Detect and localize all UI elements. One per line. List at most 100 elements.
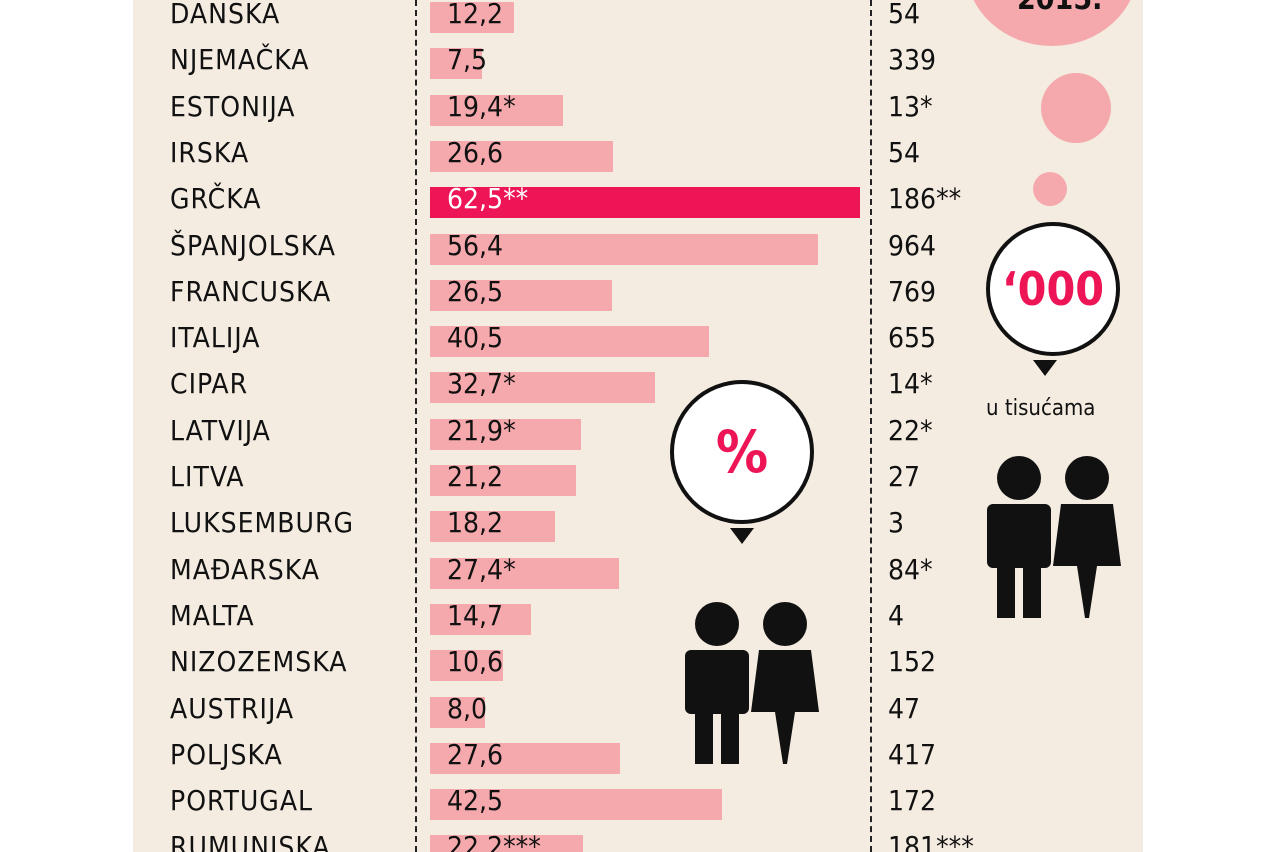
bar bbox=[430, 835, 583, 852]
table-row: PORTUGAL 42,5 172 bbox=[133, 782, 1143, 828]
percent-bubble: % bbox=[670, 380, 814, 524]
country-label: POLJSKA bbox=[170, 737, 283, 771]
value-label: 18,2 bbox=[447, 506, 504, 540]
bar bbox=[430, 233, 819, 265]
thousands-label: 152 bbox=[888, 645, 937, 679]
value-label: 56,4 bbox=[447, 228, 504, 262]
table-row: NJEMAČKA 7,5 339 bbox=[133, 41, 1143, 87]
country-label: LITVA bbox=[170, 460, 245, 493]
bar bbox=[430, 742, 620, 774]
bar bbox=[430, 603, 532, 635]
country-label: DANSKA bbox=[170, 0, 281, 30]
thousands-label: 47 bbox=[888, 691, 921, 725]
thousands-label: 22* bbox=[888, 413, 933, 447]
thousands-label: 655 bbox=[888, 321, 937, 355]
bar bbox=[430, 326, 709, 358]
thousands-label: 186** bbox=[888, 182, 962, 216]
country-label: PORTUGAL bbox=[170, 784, 314, 818]
table-row: IRSKA 26,6 54 bbox=[133, 134, 1143, 180]
divider-left bbox=[415, 0, 417, 852]
thousands-label: 3 bbox=[888, 506, 905, 540]
value-label: 27,6 bbox=[447, 737, 504, 771]
value-label: 42,5 bbox=[447, 784, 504, 818]
bar bbox=[430, 789, 723, 821]
value-label: 21,9* bbox=[447, 413, 516, 447]
thousands-label: 27 bbox=[888, 460, 921, 493]
chart-panel: DANSKA 12,2 54 NJEMAČKA 7,5 339 ESTONIJA 1… bbox=[133, 0, 1143, 852]
thousands-label: 339 bbox=[888, 43, 937, 77]
thousands-label: 13* bbox=[888, 89, 933, 123]
country-label: NJEMAČKA bbox=[170, 43, 310, 77]
country-label: FRANCUSKA bbox=[170, 274, 332, 308]
table-row: LATVIJA 21,9* 22* bbox=[133, 412, 1143, 458]
country-label: MAĐARSKA bbox=[170, 552, 320, 586]
value-label: 22,2*** bbox=[447, 830, 541, 852]
country-label: ŠPANJOLSKA bbox=[170, 228, 336, 262]
bubble-circle-medium bbox=[1041, 73, 1111, 143]
country-label: ITALIJA bbox=[170, 321, 261, 355]
bar bbox=[430, 279, 613, 311]
thousands-symbol: ‘000 bbox=[1001, 262, 1105, 316]
percent-symbol: % bbox=[715, 418, 769, 486]
table-row: NIZOZEMSKA 10,6 152 bbox=[133, 643, 1143, 689]
thousands-bubble-tail bbox=[1033, 360, 1057, 376]
table-row: ŠPANJOLSKA 56,4 964 bbox=[133, 227, 1143, 273]
value-label: 26,5 bbox=[447, 274, 504, 308]
value-label: 21,2 bbox=[447, 460, 504, 493]
thousands-label: 84* bbox=[888, 552, 933, 586]
thousands-bubble: ‘000 bbox=[986, 222, 1120, 356]
bar bbox=[430, 650, 503, 682]
value-label: 10,6 bbox=[447, 645, 504, 679]
bar bbox=[430, 48, 482, 80]
country-label: ESTONIJA bbox=[170, 89, 296, 123]
table-row: ESTONIJA 19,4* 13* bbox=[133, 88, 1143, 134]
bar bbox=[430, 94, 564, 126]
value-label: 12,2 bbox=[447, 0, 504, 30]
bar bbox=[430, 187, 860, 219]
bar bbox=[430, 557, 619, 589]
country-label: AUSTRIJA bbox=[170, 691, 295, 725]
bar bbox=[430, 511, 556, 543]
bar bbox=[430, 465, 576, 496]
thousands-label: 769 bbox=[888, 274, 937, 308]
divider-right bbox=[870, 0, 872, 852]
year-label: 2015. bbox=[1017, 0, 1102, 17]
country-label: LATVIJA bbox=[170, 413, 271, 447]
table-row: ITALIJA 40,5 655 bbox=[133, 319, 1143, 365]
value-label: 8,0 bbox=[447, 691, 488, 725]
bubble-circle-small bbox=[1033, 172, 1067, 206]
country-label: GRČKA bbox=[170, 182, 262, 216]
thousands-label: 54 bbox=[888, 0, 921, 30]
table-row: GRČKA 62,5** 186** bbox=[133, 180, 1143, 226]
value-label: 32,7* bbox=[447, 367, 516, 401]
value-label: 26,6 bbox=[447, 135, 504, 169]
country-label: LUKSEMBURG bbox=[170, 506, 354, 540]
table-row: RUMUNJSKA 22,2*** 181*** bbox=[133, 828, 1143, 852]
table-row: DANSKA 12,2 54 bbox=[133, 0, 1143, 41]
country-label: IRSKA bbox=[170, 135, 250, 169]
bar bbox=[430, 140, 613, 172]
country-label: MALTA bbox=[170, 598, 255, 632]
thousands-label: 172 bbox=[888, 784, 937, 818]
table-row: MALTA 14,7 4 bbox=[133, 597, 1143, 643]
country-label: RUMUNJSKA bbox=[170, 830, 331, 852]
value-label: 27,4* bbox=[447, 552, 516, 586]
value-label: 19,4* bbox=[447, 89, 516, 123]
value-label: 40,5 bbox=[447, 321, 504, 355]
table-row: CIPAR 32,7* 14* bbox=[133, 365, 1143, 411]
value-label: 62,5** bbox=[447, 182, 529, 216]
people-icon bbox=[685, 602, 819, 764]
table-row: FRANCUSKA 26,5 769 bbox=[133, 273, 1143, 319]
country-label: CIPAR bbox=[170, 367, 249, 401]
thousands-label: 14* bbox=[888, 367, 933, 401]
value-label: 14,7 bbox=[447, 598, 504, 632]
thousands-label: 417 bbox=[888, 737, 937, 771]
bar bbox=[430, 2, 514, 33]
people-icon-2 bbox=[987, 456, 1121, 618]
percent-bubble-tail bbox=[730, 528, 754, 544]
value-label: 7,5 bbox=[447, 43, 488, 77]
table-row: AUSTRIJA 8,0 47 bbox=[133, 690, 1143, 736]
country-label: NIZOZEMSKA bbox=[170, 645, 348, 679]
thousands-label: 964 bbox=[888, 228, 937, 262]
table-row: LUKSEMBURG 18,2 3 bbox=[133, 504, 1143, 550]
